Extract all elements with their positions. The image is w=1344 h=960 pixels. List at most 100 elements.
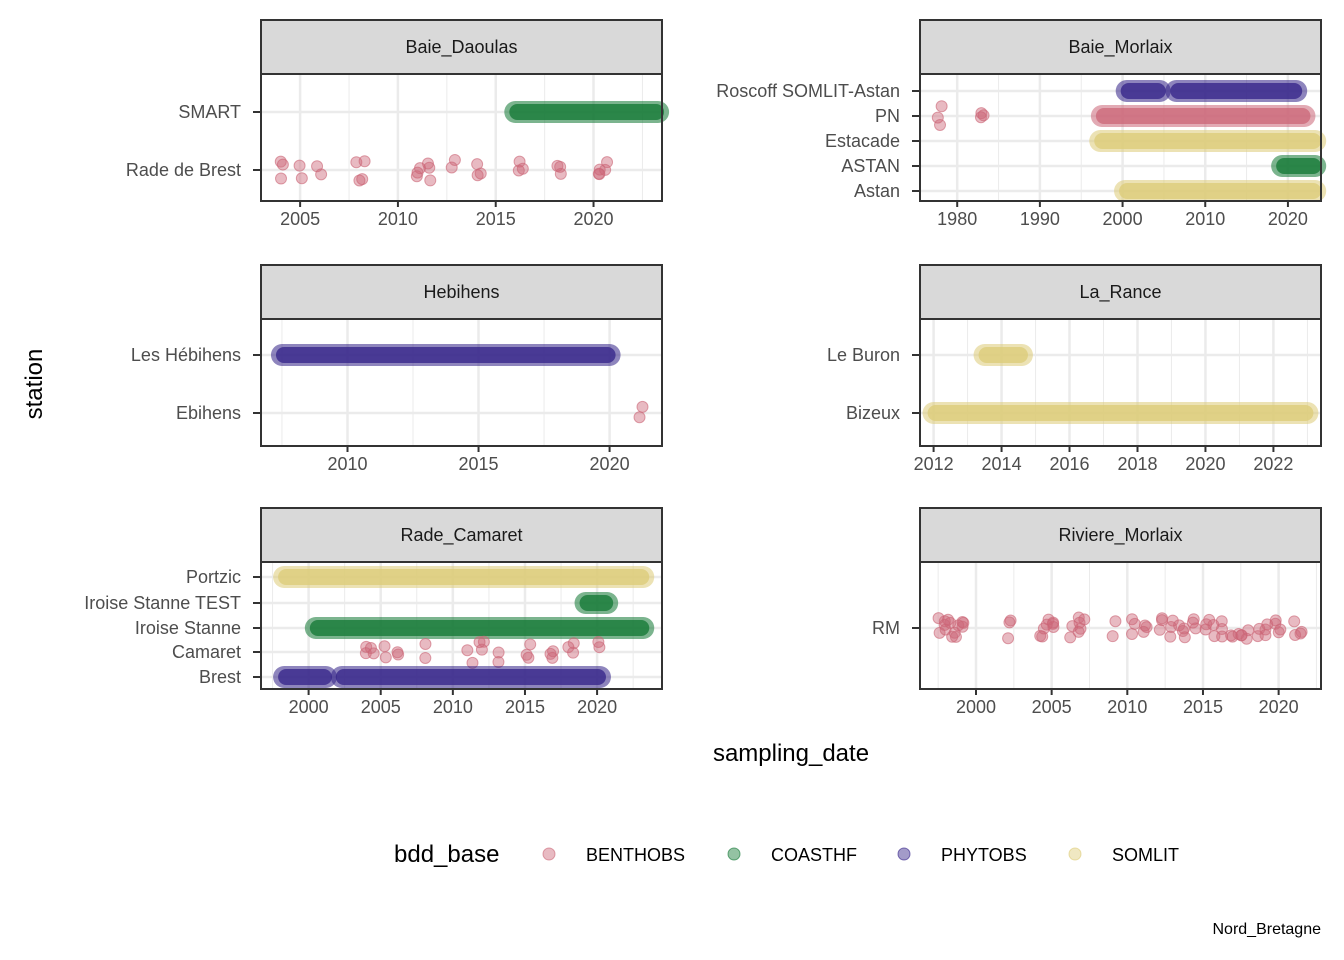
x-tick-label: 2010: [433, 697, 473, 717]
data-point: [492, 646, 505, 659]
y-tick-label: Estacade: [825, 131, 900, 151]
data-point: [1178, 622, 1191, 635]
data-point: [471, 169, 484, 182]
y-tick-label: SMART: [178, 102, 241, 122]
x-tick-label: 2014: [982, 454, 1022, 474]
x-tick-label: 2020: [590, 454, 630, 474]
data-point: [935, 100, 948, 113]
y-tick-label: Les Hébihens: [131, 345, 241, 365]
data-point: [592, 167, 605, 180]
data-point: [1156, 612, 1169, 625]
data-point: [1294, 627, 1307, 640]
data-point: [633, 411, 646, 424]
data-point: [311, 160, 324, 173]
data-point: [1178, 631, 1191, 644]
data-point: [957, 616, 970, 629]
x-tick-label: 2010: [1107, 697, 1147, 717]
x-tick-label: 1990: [1020, 209, 1060, 229]
data-point: [1215, 615, 1228, 628]
data-point: [448, 153, 461, 166]
data-point: [524, 638, 537, 651]
y-tick-label: Brest: [199, 667, 241, 687]
y-tick-label: Iroise Stanne TEST: [84, 593, 241, 613]
data-point: [522, 651, 535, 664]
x-tick-label: 2020: [1268, 209, 1308, 229]
data-point: [424, 174, 437, 187]
x-tick-label: 1980: [937, 209, 977, 229]
data-point: [1046, 617, 1059, 630]
panel-border: [260, 318, 663, 447]
y-tick-label: Rade de Brest: [126, 160, 241, 180]
data-point: [949, 630, 962, 643]
series-benthobs: [274, 153, 614, 187]
data-point: [379, 651, 392, 664]
data-point: [378, 640, 391, 653]
facet-strip-label: Riviere_Morlaix: [1058, 525, 1182, 546]
data-point: [391, 646, 404, 659]
data-point: [1078, 613, 1091, 626]
x-tick-label: 2020: [1185, 454, 1225, 474]
x-tick-label: 2015: [476, 209, 516, 229]
data-point: [295, 172, 308, 185]
legend-key: [1068, 847, 1082, 861]
data-point: [461, 644, 474, 657]
y-tick-label: Ebihens: [176, 403, 241, 423]
caption: Nord_Bretagne: [1212, 921, 1321, 938]
x-tick-label: 2010: [327, 454, 367, 474]
facet-strip-label: Baie_Morlaix: [1068, 37, 1172, 58]
x-tick-label: 2015: [1183, 697, 1223, 717]
facet-panel: Baie_Daoulas 2005 2010 2015 2020 SMART Rade de…: [126, 19, 670, 229]
legend-item: PHYTOBS: [897, 845, 1027, 865]
x-tick-label: 2000: [1103, 209, 1143, 229]
data-point: [1064, 631, 1077, 644]
data-point: [931, 111, 944, 124]
facet-panel: Rade_Camaret 2000 2005 2010 2015 2020 Portzic I…: [84, 507, 663, 717]
data-point: [975, 107, 988, 120]
series-benthobs: [931, 100, 1316, 131]
data-point: [473, 636, 486, 649]
facet-strip: [919, 507, 1322, 563]
panel-border: [919, 318, 1322, 447]
y-tick-label: Portzic: [186, 567, 241, 587]
data-point: [445, 161, 458, 174]
legend-item: SOMLIT: [1068, 845, 1179, 865]
facet-strip: [260, 19, 663, 75]
data-point: [360, 640, 373, 653]
data-point: [562, 641, 575, 654]
data-point: [934, 118, 947, 131]
y-tick-label: Astan: [854, 181, 900, 201]
data-point: [1288, 615, 1301, 628]
legend-label: COASTHF: [771, 845, 857, 865]
data-point: [356, 173, 369, 186]
x-tick-label: 2020: [574, 209, 614, 229]
legend-title: bdd_base: [394, 841, 499, 868]
facet-panel: Riviere_Morlaix 2000 2005 2010 2015 2020 RM: [872, 507, 1322, 717]
x-tick-label: 2005: [280, 209, 320, 229]
data-point: [1106, 630, 1119, 643]
x-tick-label: 2000: [289, 697, 329, 717]
y-tick-label: PN: [875, 106, 900, 126]
legend-item: COASTHF: [727, 845, 857, 865]
data-point: [513, 155, 526, 168]
plot-area: [920, 319, 1321, 446]
chart-panels: Baie_Daoulas 2005 2010 2015 2020 SMART Rade de…: [84, 19, 1327, 717]
data-point: [956, 620, 969, 633]
x-tick-label: 2015: [459, 454, 499, 474]
legend-key: [542, 847, 556, 861]
panel-border: [260, 561, 663, 690]
data-point: [475, 643, 488, 656]
facet-panel: La_Rance 2012 2014 2016 2018 2020 2022 Le Buron…: [827, 264, 1322, 474]
data-point: [1138, 619, 1151, 632]
facet-strip-label: Rade_Camaret: [400, 525, 522, 546]
x-tick-label: 2016: [1050, 454, 1090, 474]
y-tick-label: Camaret: [172, 642, 241, 662]
x-tick-label: 2018: [1117, 454, 1157, 474]
data-point: [1259, 629, 1272, 642]
y-axis-title: station: [21, 349, 48, 420]
y-tick-label: Le Buron: [827, 345, 900, 365]
facet-strip-label: La_Rance: [1079, 282, 1161, 303]
x-tick-label: 2000: [956, 697, 996, 717]
facet-strip: [919, 264, 1322, 320]
data-point: [1109, 615, 1122, 628]
